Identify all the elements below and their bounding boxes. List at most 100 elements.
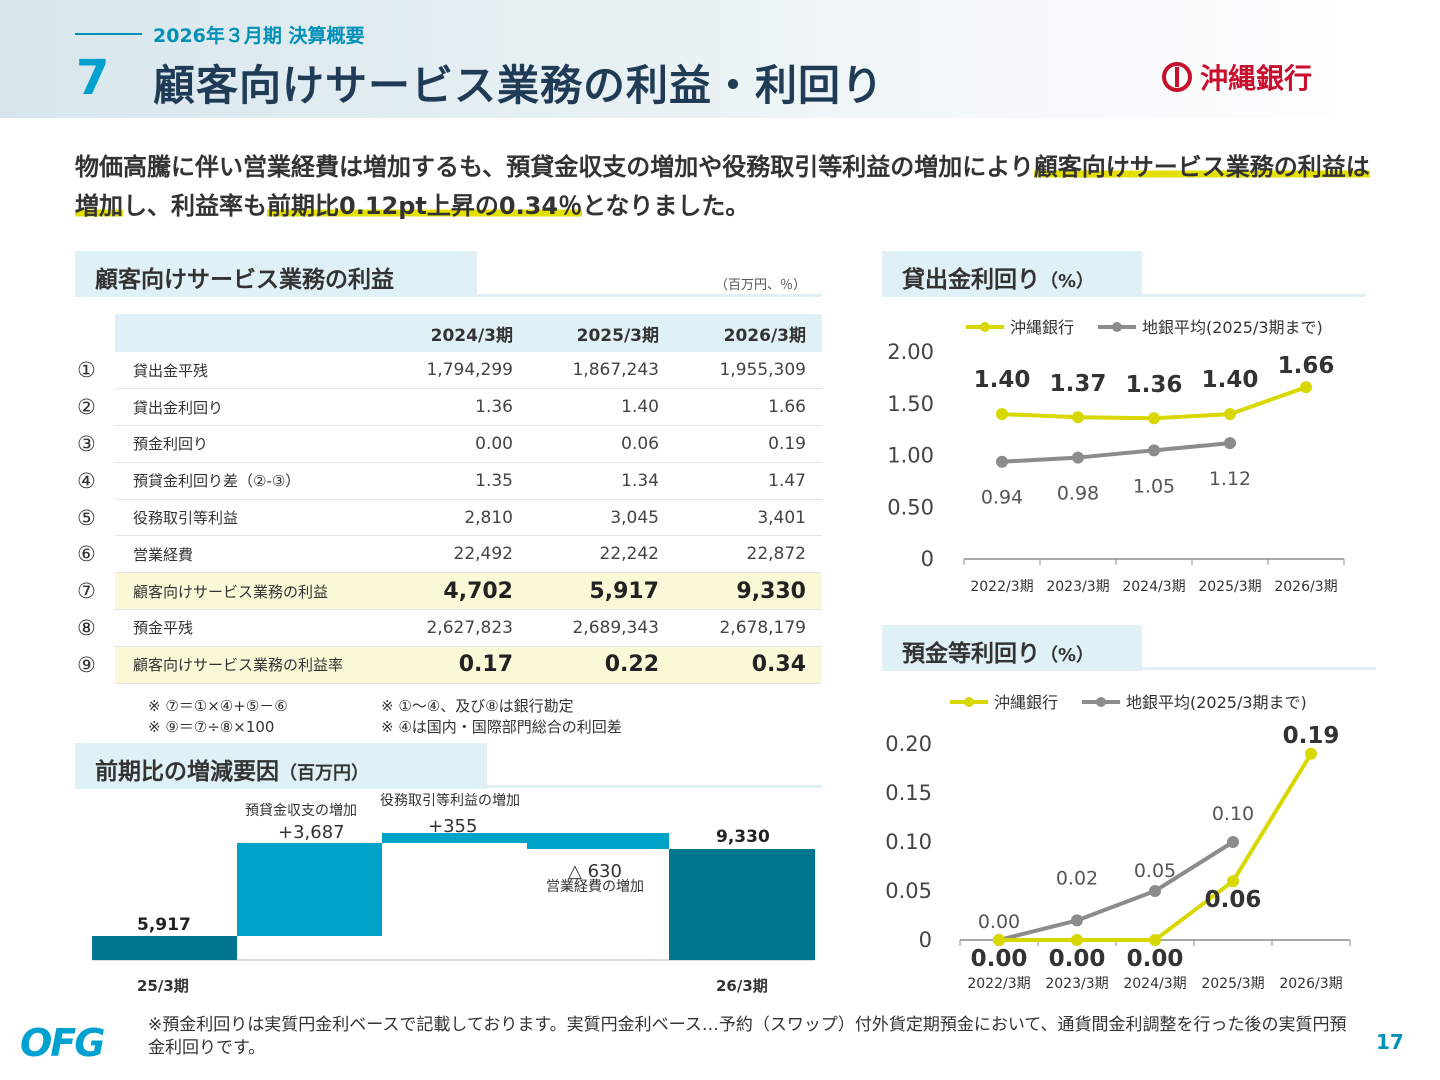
data-point xyxy=(1224,437,1236,450)
row-label: 営業経費 xyxy=(115,535,383,574)
cell-value: 2,689,343 xyxy=(529,609,675,647)
data-label: 0.05 xyxy=(1134,860,1176,882)
cell-value: 1,955,309 xyxy=(675,352,822,390)
data-point xyxy=(1149,885,1161,897)
column-header: 2024/3期 xyxy=(383,314,529,352)
waterfall-step-name: 役務取引等利益の増加 xyxy=(380,792,520,809)
section-label-deposit-yield: 預金等利回り（%） xyxy=(882,625,1142,671)
bank-logo-icon xyxy=(1162,62,1192,92)
cell-value: 9,330 xyxy=(675,572,822,611)
legend-swatch-marker xyxy=(980,322,990,332)
table-row: ⑥ 営業経費 22,492 22,242 22,872 xyxy=(75,535,822,574)
table-notes: ※ ⑦＝①×④+⑤－⑥ ※ ①～④、及び⑧は銀行勘定 ※ ⑨＝⑦÷⑧×100 ※… xyxy=(148,696,622,738)
profit-table: 2024/3期 2025/3期 2026/3期 ① 貸出金平残 1,794,299 1… xyxy=(75,314,822,684)
section-rule-loan-yield xyxy=(882,294,1366,297)
data-label: 1.37 xyxy=(1050,371,1107,397)
legend-label: 沖縄銀行 xyxy=(1010,318,1074,337)
data-point xyxy=(1071,934,1083,946)
section-title-profit: 顧客向けサービス業務の利益 xyxy=(95,267,394,293)
waterfall-step-name: 預貸金収支の増加 xyxy=(245,803,357,819)
data-point xyxy=(1149,934,1161,946)
waterfall-bar-expenses xyxy=(527,833,669,849)
row-label: 顧客向けサービス業務の利益率 xyxy=(115,646,383,684)
x-tick-label: 2022/3期 xyxy=(970,579,1033,595)
x-tick-label: 2022/3期 xyxy=(967,976,1030,992)
deposit-yield-chart: 0 0.05 0.10 0.15 0.20 2022/3期 2023/3期 2024/3期 20… xyxy=(885,693,1351,992)
section-unit-deposit-yield: （%） xyxy=(1040,645,1095,666)
section-label-profit: 顧客向けサービス業務の利益 xyxy=(75,251,477,297)
table-row: ④ 預貸金利回り差（②-③） 1.35 1.34 1.47 xyxy=(75,462,822,500)
x-tick-label: 2023/3期 xyxy=(1046,579,1109,595)
section-rule-deposit-yield xyxy=(882,667,1376,670)
table-row: ⑦ 顧客向けサービス業務の利益 4,702 5,917 9,330 xyxy=(75,572,822,611)
waterfall-step-value: △ 630 xyxy=(568,861,622,882)
lead-text: 物価高騰に伴い営業経費は増加するも、預貸金収支の増加や役務取引等利益の増加により… xyxy=(75,148,1375,226)
lead-part-1: 物価高騰に伴い営業経費は増加するも、預貸金収支の増加や役務取引等利益の増加により xyxy=(75,153,1034,181)
cell-value: 22,872 xyxy=(675,535,822,574)
header-blank-no xyxy=(75,314,115,352)
y-tick-label: 0.15 xyxy=(885,781,932,805)
data-point xyxy=(1072,451,1084,464)
x-tick-label: 2026/3期 xyxy=(1279,976,1342,992)
row-number: ① xyxy=(77,358,96,383)
page-title: 顧客向けサービス業務の利益・利回り xyxy=(153,61,885,110)
x-tick-label: 2026/3期 xyxy=(1274,579,1337,595)
data-label: 1.40 xyxy=(1202,367,1259,393)
lead-part-2: し、利益率も xyxy=(123,192,267,220)
row-number: ② xyxy=(77,395,96,420)
cell-value: 1.47 xyxy=(675,462,822,500)
cell-value: 2,627,823 xyxy=(383,609,529,647)
data-label: 0.94 xyxy=(981,487,1023,509)
cell-value: 1,794,299 xyxy=(383,352,529,390)
x-tick-label: 2023/3期 xyxy=(1045,976,1108,992)
data-point xyxy=(996,455,1008,468)
note-row: ※ ⑦＝①×④+⑤－⑥ ※ ①～④、及び⑧は銀行勘定 xyxy=(148,696,622,717)
row-number: ⑤ xyxy=(77,505,96,530)
series-line xyxy=(1001,441,1231,464)
row-number: ③ xyxy=(77,431,96,456)
cell-value: 2,810 xyxy=(383,499,529,537)
data-label: 1.12 xyxy=(1209,468,1251,490)
row-label: 貸出金平残 xyxy=(115,352,383,390)
x-tick-label: 2025/3期 xyxy=(1198,579,1261,595)
data-label: 1.40 xyxy=(974,367,1031,393)
footer-note: ※預金利回りは実質円金利ベースで記載しております。実質円金利ベース…予約（スワッ… xyxy=(148,1015,1347,1058)
row-number: ⑦ xyxy=(77,579,96,604)
data-point xyxy=(1305,747,1317,760)
section-rule-waterfall xyxy=(75,785,822,788)
column-header: 2025/3期 xyxy=(529,314,675,352)
y-tick-label: 1.50 xyxy=(887,392,934,416)
cell-value: 4,702 xyxy=(383,572,529,611)
row-label: 預金平残 xyxy=(115,609,383,647)
section-title-loan-yield: 貸出金利回り xyxy=(902,267,1040,293)
data-point xyxy=(1148,444,1160,457)
note-row: ※ ⑨＝⑦÷⑧×100 ※ ④は国内・国際部門総合の利回差 xyxy=(148,717,622,738)
table-unit-note: （百万円、％） xyxy=(715,278,807,293)
cell-value: 22,492 xyxy=(383,535,529,574)
bank-logo: 沖縄銀行 xyxy=(1162,60,1312,95)
waterfall-bar-end xyxy=(669,849,815,960)
ofg-logo-text: OFG xyxy=(20,1021,104,1064)
section-label-loan-yield: 貸出金利回り（%） xyxy=(882,251,1142,297)
legend-label: 地銀平均(2025/3期まで) xyxy=(1126,693,1307,712)
waterfall-bar-fees xyxy=(382,833,527,843)
legend-swatch-marker xyxy=(1112,322,1122,332)
cell-value: 3,401 xyxy=(675,499,822,537)
table-header-row: 2024/3期 2025/3期 2026/3期 xyxy=(75,314,822,352)
data-point xyxy=(1148,412,1160,425)
data-point xyxy=(996,408,1008,421)
note-text: ※ ④は国内・国際部門総合の利回差 xyxy=(381,718,622,736)
section-title-waterfall: 前期比の増減要因 xyxy=(95,759,279,785)
cell-value: 1.35 xyxy=(383,462,529,500)
y-tick-label: 0 xyxy=(919,928,932,952)
lead-highlight-2: 前期比0.12pt上昇の0.34％ xyxy=(267,192,583,220)
row-label: 預金利回り xyxy=(115,425,383,463)
table-row: ⑨ 顧客向けサービス業務の利益率 0.17 0.22 0.34 xyxy=(75,646,822,684)
section-title-deposit-yield: 預金等利回り xyxy=(902,641,1040,667)
loan-yield-chart: 0 0.50 1.00 1.50 2.00 2022/3期 2023/3期 2024/3期 20… xyxy=(887,318,1345,595)
data-label: 0.10 xyxy=(1212,803,1254,825)
note-text: ※ ①～④、及び⑧は銀行勘定 xyxy=(381,697,574,715)
cell-value: 22,242 xyxy=(529,535,675,574)
data-label: 0.98 xyxy=(1057,483,1099,505)
